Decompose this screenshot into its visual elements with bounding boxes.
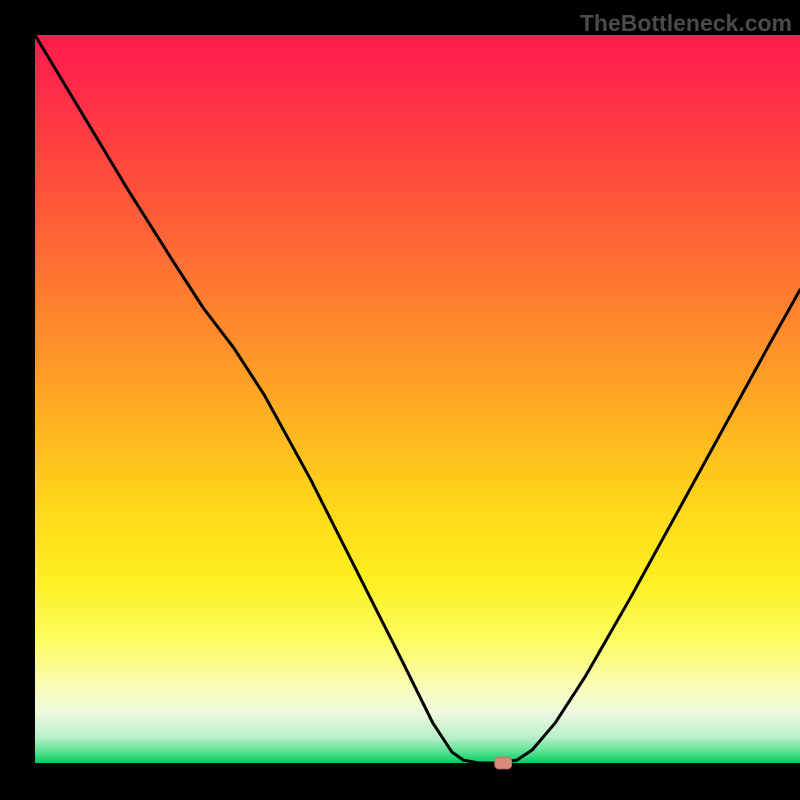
bottleneck-chart	[0, 0, 800, 800]
optimal-marker	[495, 757, 512, 769]
chart-frame: TheBottleneck.com	[0, 0, 800, 800]
chart-gradient-background	[35, 35, 800, 763]
